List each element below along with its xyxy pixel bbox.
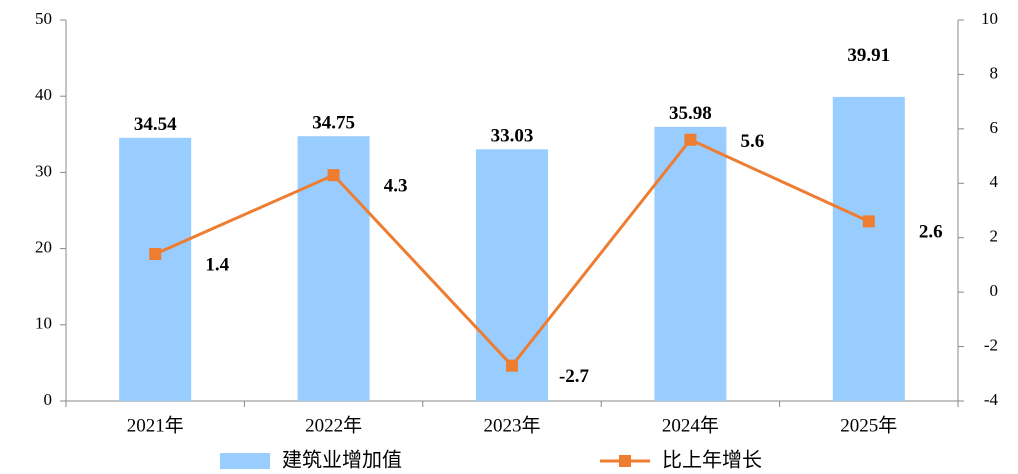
y-tick-label: 10 bbox=[35, 314, 52, 333]
y-tick-label: 30 bbox=[35, 161, 52, 180]
bar-value-label: 34.75 bbox=[312, 113, 355, 134]
line-value-label: 2.6 bbox=[919, 222, 943, 243]
x-tick-label: 2021年 bbox=[127, 414, 184, 436]
bar-value-label: 35.98 bbox=[669, 103, 712, 124]
y2-tick-label: 0 bbox=[990, 281, 999, 300]
x-tick-label: 2023年 bbox=[483, 414, 540, 436]
legend-swatch bbox=[220, 453, 270, 469]
line-value-label: 4.3 bbox=[384, 175, 408, 196]
y2-tick-label: -4 bbox=[984, 390, 999, 409]
bar bbox=[832, 96, 905, 401]
y2-tick-label: 2 bbox=[990, 227, 999, 246]
x-tick-label: 2022年 bbox=[305, 414, 362, 436]
line-marker bbox=[149, 248, 162, 261]
line-marker bbox=[506, 359, 518, 372]
bar-value-label: 39.91 bbox=[847, 45, 890, 66]
bar-value-label: 34.54 bbox=[134, 114, 177, 135]
bar bbox=[119, 137, 192, 401]
bar bbox=[476, 149, 548, 401]
bar bbox=[654, 126, 727, 401]
x-tick-label: 2025年 bbox=[840, 414, 897, 436]
line-marker bbox=[684, 133, 697, 146]
y-tick-label: 40 bbox=[35, 85, 52, 104]
legend-label: 建筑业增加值 bbox=[282, 448, 402, 472]
x-tick-label: 2024年 bbox=[662, 414, 719, 436]
legend-swatch-marker bbox=[619, 455, 631, 467]
y2-tick-label: 8 bbox=[990, 63, 999, 82]
y2-tick-label: -2 bbox=[984, 335, 998, 354]
line-value-label: -2.7 bbox=[559, 366, 590, 387]
y2-tick-label: 10 bbox=[981, 9, 998, 28]
line-value-label: 1.4 bbox=[205, 254, 229, 275]
bar-value-label: 33.03 bbox=[491, 126, 534, 147]
y-tick-label: 50 bbox=[35, 9, 52, 28]
line-marker bbox=[327, 169, 340, 182]
y-tick-label: 20 bbox=[35, 238, 52, 257]
y2-tick-label: 4 bbox=[990, 172, 999, 191]
line-value-label: 5.6 bbox=[741, 131, 765, 152]
y2-tick-label: 6 bbox=[990, 118, 999, 137]
legend-label: 比上年增长 bbox=[662, 448, 762, 472]
line-marker bbox=[862, 215, 875, 228]
y-tick-label: 0 bbox=[44, 390, 53, 409]
